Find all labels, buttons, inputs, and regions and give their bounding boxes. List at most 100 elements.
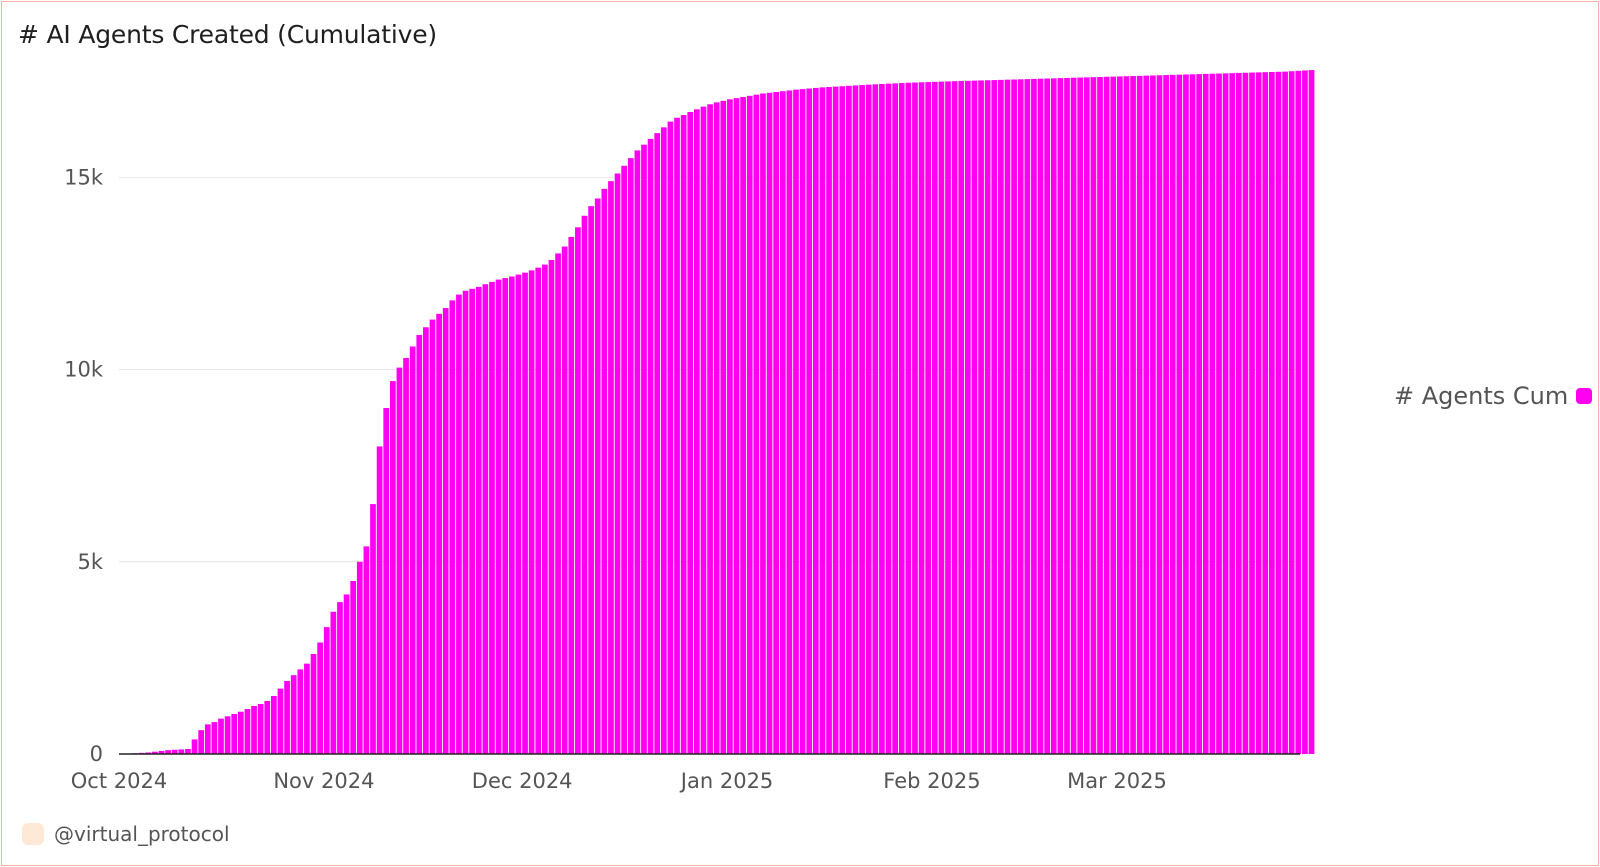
bar: [1202, 73, 1209, 755]
bar: [859, 85, 865, 754]
bar: [231, 714, 238, 754]
bar: [760, 93, 766, 754]
bar: [251, 705, 257, 754]
bar: [304, 663, 310, 754]
bar: [1196, 74, 1203, 755]
bar: [1044, 78, 1051, 754]
bar: [1150, 75, 1156, 754]
bar: [793, 89, 799, 755]
bar: [608, 181, 614, 754]
bar: [964, 80, 971, 755]
bar: [1302, 70, 1308, 754]
bar: [1169, 74, 1176, 754]
bar: [1083, 77, 1090, 754]
bar: [211, 722, 218, 754]
bar: [912, 82, 918, 754]
bar: [442, 308, 449, 754]
bar: [257, 704, 264, 754]
bar: [1024, 79, 1031, 755]
bar: [1216, 73, 1222, 754]
bar: [363, 546, 370, 754]
bar: [535, 267, 542, 754]
bar: [1143, 75, 1150, 754]
bar: [687, 111, 694, 755]
y-tick-label: 0: [90, 742, 103, 766]
bar: [1262, 72, 1269, 754]
bar: [667, 121, 674, 755]
x-tick-label: Nov 2024: [273, 769, 374, 793]
bar: [171, 749, 178, 754]
bar: [839, 86, 846, 755]
bar: [614, 173, 621, 755]
bar: [396, 367, 403, 754]
bar: [581, 215, 588, 754]
bar: [469, 288, 475, 754]
bar: [370, 504, 376, 754]
bar: [971, 80, 978, 754]
bar: [1123, 76, 1130, 755]
bar: [1255, 72, 1262, 754]
bar: [694, 109, 700, 755]
bar: [720, 100, 727, 754]
bar: [343, 594, 350, 754]
bar: [317, 642, 323, 754]
bar: [984, 80, 991, 754]
bar: [1156, 75, 1163, 754]
bar: [185, 749, 191, 754]
chart-legend[interactable]: # Agents Cum: [1394, 382, 1593, 410]
legend-label: # Agents Cum: [1394, 382, 1569, 410]
bar: [1308, 70, 1315, 754]
x-tick-label: Feb 2025: [883, 769, 980, 793]
bar: [991, 80, 998, 754]
bar: [1103, 76, 1110, 755]
bar: [654, 133, 661, 754]
bar: [786, 90, 793, 754]
bar: [1229, 73, 1236, 754]
bar: [495, 279, 502, 754]
bar: [898, 83, 905, 754]
bar: [489, 281, 495, 754]
bar: [1282, 71, 1288, 755]
bar: [733, 98, 740, 754]
bar: [383, 408, 390, 754]
bar: [548, 259, 555, 754]
bar: [271, 695, 277, 754]
bar: [1189, 74, 1196, 755]
bar: [634, 150, 641, 755]
bar: [1130, 76, 1136, 754]
bar: [204, 724, 211, 754]
bar: [429, 319, 436, 754]
footer-handle[interactable]: @virtual_protocol: [54, 822, 230, 846]
user-avatar-icon: [22, 823, 44, 845]
x-tick-label: Dec 2024: [472, 769, 573, 793]
bar: [1269, 72, 1275, 754]
bar: [522, 272, 528, 754]
bar: [330, 611, 337, 754]
bar: [1050, 78, 1057, 755]
bar: [773, 91, 780, 755]
bar: [945, 81, 951, 754]
bar: [482, 284, 489, 754]
bar: [350, 581, 357, 754]
bar: [727, 99, 733, 755]
bar: [601, 188, 608, 754]
bar: [713, 102, 720, 755]
bar: [846, 85, 852, 755]
bar: [449, 300, 456, 754]
bar: [832, 86, 839, 755]
bar: [998, 79, 1004, 754]
bar: [892, 83, 898, 754]
bar: [409, 346, 416, 754]
x-tick-label: Jan 2025: [679, 769, 774, 793]
bar: [528, 270, 535, 754]
bar: [1031, 78, 1037, 755]
bar: [1117, 76, 1123, 755]
bar: [389, 381, 396, 754]
bar: [779, 91, 786, 755]
bar: [674, 117, 680, 755]
bar: [905, 82, 912, 754]
bar: [165, 750, 171, 754]
bar: [885, 83, 892, 755]
bar: [647, 138, 654, 754]
bar: [158, 750, 165, 754]
